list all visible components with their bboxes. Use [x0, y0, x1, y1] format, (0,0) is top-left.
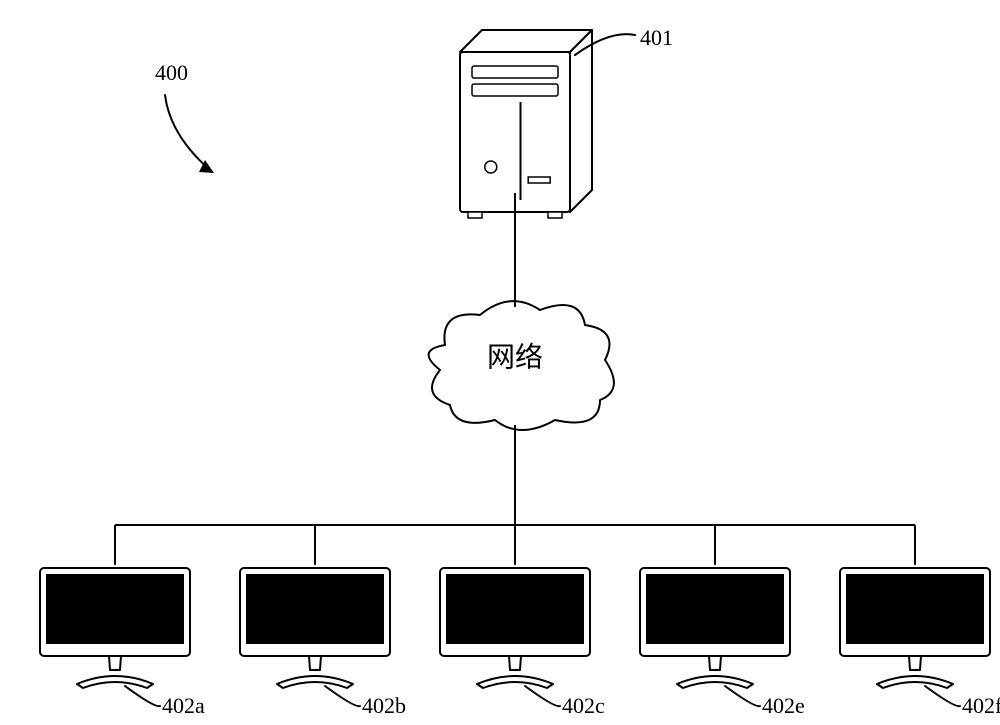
svg-text:网络: 网络 — [487, 341, 543, 373]
svg-text:402a: 402a — [162, 693, 205, 718]
svg-text:402c: 402c — [562, 693, 605, 718]
svg-text:401: 401 — [640, 25, 673, 50]
svg-text:400: 400 — [155, 60, 188, 85]
svg-text:402f: 402f — [962, 693, 1000, 718]
svg-text:402e: 402e — [762, 693, 805, 718]
network-topology-diagram: 400 401 网络 402a 402b 402c 402e 402f — [0, 0, 1000, 725]
svg-text:402b: 402b — [362, 693, 406, 718]
